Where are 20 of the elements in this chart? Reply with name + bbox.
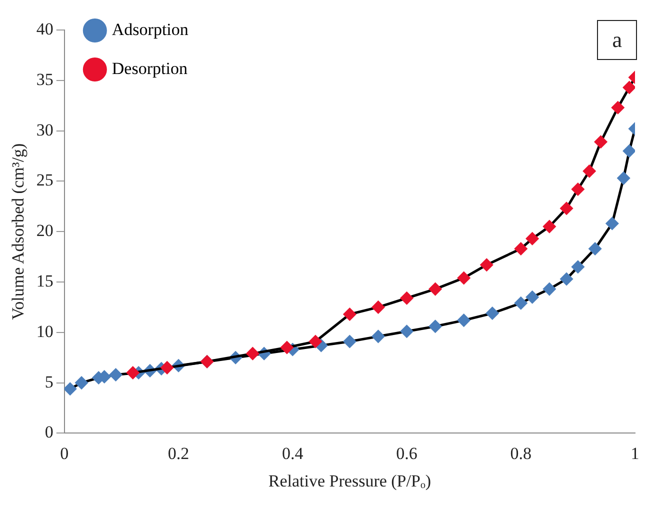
y-tick-label: 20 [36,221,54,240]
y-tick-label: 30 [36,120,54,140]
y-tick-label: 10 [36,322,54,341]
y-axis-title: Volume Adsorbed (cm³/g) [8,143,28,320]
x-tick-label: 0.6 [396,444,418,463]
y-tick-label: 0 [44,422,54,442]
x-tick-label: 0.8 [510,444,532,463]
legend-label: Adsorption [112,20,189,39]
x-tick-label: 1 [630,444,640,463]
x-tick-label: 0.2 [168,444,190,463]
legend-label: Desorption [112,58,188,78]
x-tick-label: 0.4 [282,444,304,463]
y-tick-label: 5 [44,372,54,392]
y-tick-label: 15 [36,271,54,290]
y-tick-label: 35 [36,70,54,89]
y-tick-label: 40 [36,19,54,38]
annotation: a [597,20,637,60]
x-axis-title: Relative Pressure (P/Pₒ) [268,471,432,490]
y-tick-label: 25 [36,170,54,190]
x-tick-label: 0 [60,444,69,463]
